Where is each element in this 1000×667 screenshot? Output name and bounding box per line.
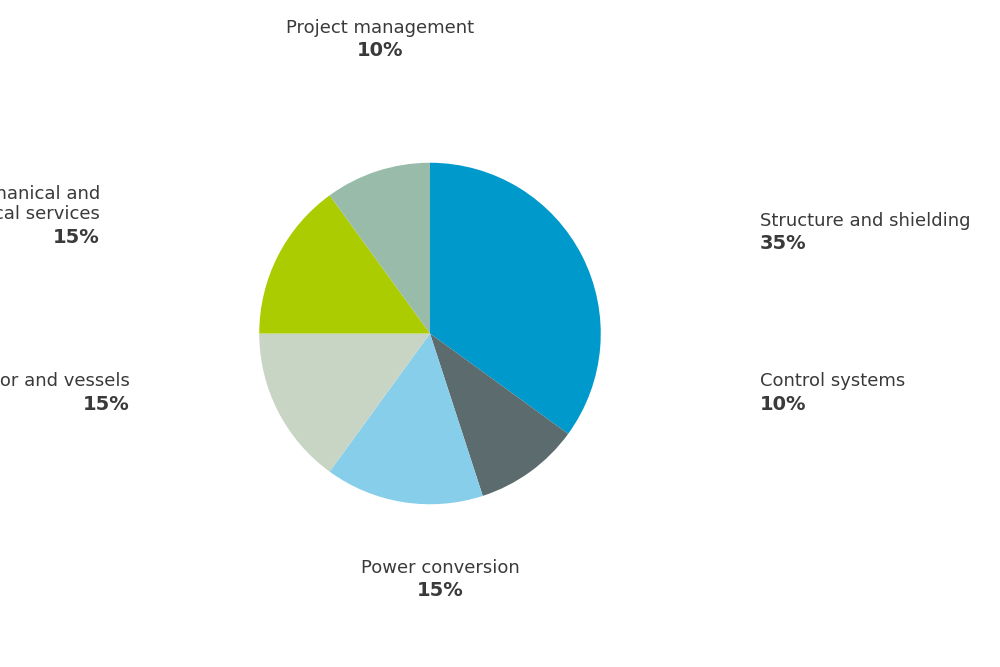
Text: 15%: 15% [417,582,463,600]
Text: Project management: Project management [286,19,474,37]
Text: Mechanical and
electrical services: Mechanical and electrical services [0,185,100,223]
Wedge shape [330,334,483,504]
Text: 10%: 10% [357,41,403,60]
Wedge shape [259,195,430,334]
Text: 10%: 10% [760,395,806,414]
Text: 35%: 35% [760,235,807,253]
Text: Control systems: Control systems [760,372,905,390]
Text: Power conversion: Power conversion [361,559,519,577]
Wedge shape [430,163,601,434]
Text: Reactor and vessels: Reactor and vessels [0,372,130,390]
Text: Structure and shielding: Structure and shielding [760,212,970,230]
Text: 15%: 15% [83,395,130,414]
Text: 15%: 15% [53,228,100,247]
Wedge shape [259,334,430,472]
Wedge shape [330,163,430,334]
Wedge shape [430,334,568,496]
